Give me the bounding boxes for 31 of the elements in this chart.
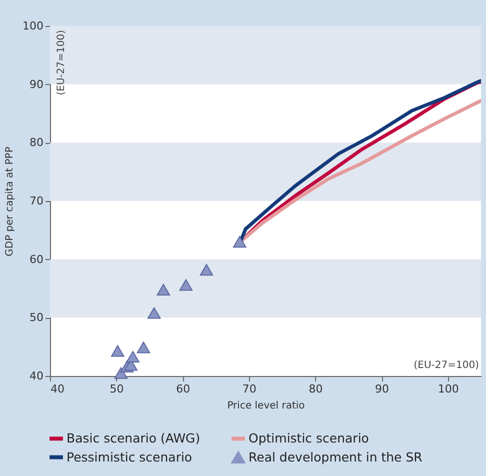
legend-label: Optimistic scenario [248, 430, 369, 446]
x-tick-label: 60 [176, 382, 190, 396]
y-tick-label: 50 [30, 311, 44, 324]
legend-label: Basic scenario (AWG) [66, 430, 200, 446]
point [111, 345, 124, 357]
point [233, 236, 246, 248]
y-tick-label: 90 [30, 78, 44, 91]
x-tick-label: 90 [375, 382, 390, 396]
x-tick-label: 70 [242, 382, 256, 396]
y-axis-title: GDP per capita at PPP [4, 146, 16, 256]
y-tick-label: 100 [22, 20, 44, 32]
point [156, 284, 170, 296]
x-tick-label: 100 [438, 382, 459, 396]
x-axis-title: Price level ratio [227, 400, 305, 412]
point [179, 279, 193, 291]
x-tick-label: 40 [50, 382, 64, 396]
annotation: (EU-27=100) [56, 30, 67, 96]
y-tick-label: 60 [30, 252, 44, 266]
x-tick-label: 80 [308, 382, 323, 396]
point [136, 342, 150, 354]
point [114, 367, 128, 379]
x-tick-label: 50 [110, 382, 124, 396]
y-tick-label: 40 [30, 370, 44, 382]
legend-label: Pessimistic scenario [66, 449, 192, 464]
legend-label: Real development in the SR [248, 449, 423, 464]
point [200, 264, 214, 276]
point [126, 350, 140, 363]
y-tick-label: 70 [30, 194, 44, 208]
annotation: (EU-27=100) [414, 360, 480, 371]
y-tick-label: 80 [30, 136, 44, 150]
point [147, 307, 161, 319]
